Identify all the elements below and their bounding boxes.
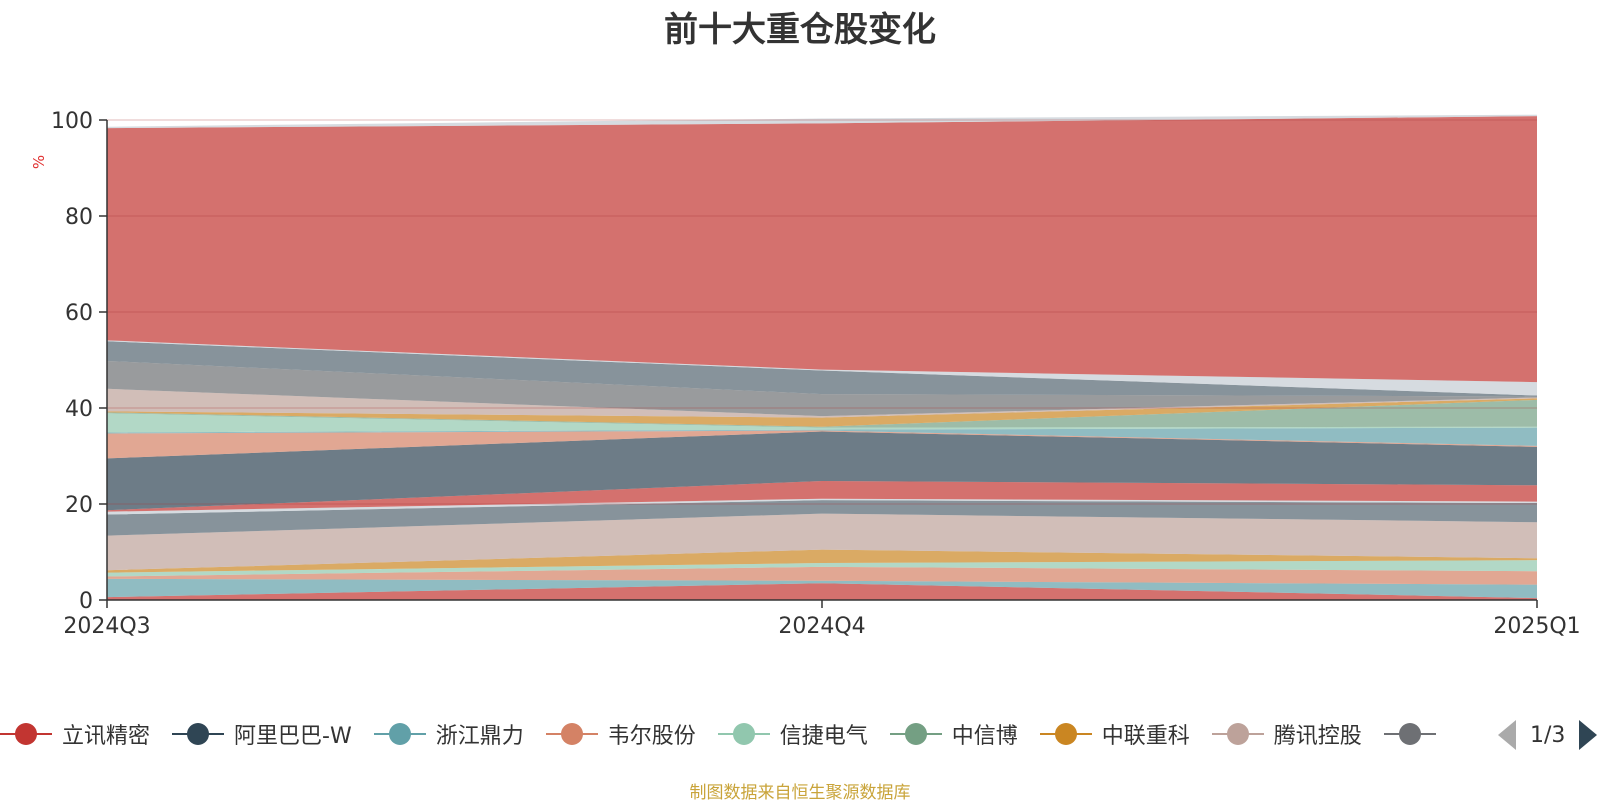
y-tick-label: 0 (79, 589, 93, 614)
legend-marker-icon (1211, 722, 1264, 746)
x-tick-label: 2025Q1 (1493, 614, 1580, 639)
legend-label: 腾讯控股 (1273, 724, 1362, 749)
area-band-11 (107, 427, 1537, 446)
y-tick-label: 40 (65, 397, 93, 422)
legend-item[interactable]: 韦尔股份 (545, 718, 696, 750)
y-tick-label: 60 (65, 301, 93, 326)
area-band-10 (107, 430, 1537, 459)
legend-item[interactable]: 中信博 (889, 718, 1018, 750)
area-band-4 (107, 549, 1537, 573)
legend-label: 信捷电气 (779, 724, 868, 749)
area-band-1 (107, 578, 1537, 599)
legend-label: 韦尔股份 (607, 724, 696, 749)
area-band-9 (107, 431, 1537, 511)
area-band-8 (107, 480, 1537, 512)
area-band-3 (107, 560, 1537, 577)
legend-label: 立讯精密 (62, 724, 151, 749)
area-band-16 (107, 360, 1537, 417)
y-tick-label: 20 (65, 493, 93, 518)
area-band-18 (107, 340, 1537, 396)
area-band-5 (107, 513, 1537, 571)
y-tick-label: 80 (65, 205, 93, 230)
area-band-2 (107, 566, 1537, 585)
legend-marker-icon (0, 722, 52, 746)
legend-label: 中联重科 (1101, 724, 1190, 749)
legend-marker-icon (889, 722, 942, 746)
x-tick-label: 2024Q4 (778, 614, 865, 639)
area-band-20 (107, 114, 1537, 129)
area-band-7 (107, 498, 1537, 515)
area-band-6 (107, 500, 1537, 536)
area-band-15 (107, 388, 1537, 418)
legend-marker-icon (545, 722, 598, 746)
legend-item[interactable]: 腾讯控股 (1211, 718, 1362, 750)
chart-legend: 立讯精密 阿里巴巴-W 浙江鼎力 韦尔股份 信捷电气 中信博 中联重科 腾讯控股 (0, 716, 1468, 752)
legend-marker-icon (717, 722, 770, 746)
legend-item[interactable]: 中联重科 (1039, 718, 1190, 750)
area-band-13 (107, 399, 1537, 428)
legend-item[interactable]: 立讯精密 (0, 718, 150, 750)
chart-title: 前十大重仓股变化 (664, 10, 936, 50)
legend-pager: 1/3 (1498, 718, 1598, 752)
legend-marker-icon (1039, 722, 1092, 746)
pager-prev-icon[interactable] (1498, 720, 1516, 750)
legend-label: 浙江鼎力 (435, 724, 524, 749)
legend-item[interactable]: 信捷电气 (717, 718, 868, 750)
y-tick-label: 100 (51, 109, 93, 134)
data-source-note: 制图数据来自恒生聚源数据库 (689, 783, 911, 803)
pager-page-indicator: 1/3 (1530, 722, 1566, 748)
area-band-19 (107, 116, 1537, 383)
area-band-0 (107, 583, 1537, 600)
y-axis-label: % (30, 155, 48, 169)
legend-marker-icon (1383, 722, 1436, 746)
area-band-14 (107, 398, 1537, 427)
legend-label: 阿里巴巴-W (234, 724, 352, 749)
legend-marker-icon (373, 722, 426, 746)
area-band-12 (107, 413, 1537, 433)
legend-item[interactable] (1383, 722, 1446, 746)
area-band-17 (107, 341, 1537, 397)
legend-item[interactable]: 阿里巴巴-W (172, 718, 352, 750)
x-tick-label: 2024Q3 (63, 614, 150, 639)
legend-marker-icon (172, 722, 225, 746)
pager-next-icon[interactable] (1579, 720, 1598, 750)
legend-item[interactable]: 浙江鼎力 (373, 718, 524, 750)
legend-label: 中信博 (951, 724, 1018, 749)
